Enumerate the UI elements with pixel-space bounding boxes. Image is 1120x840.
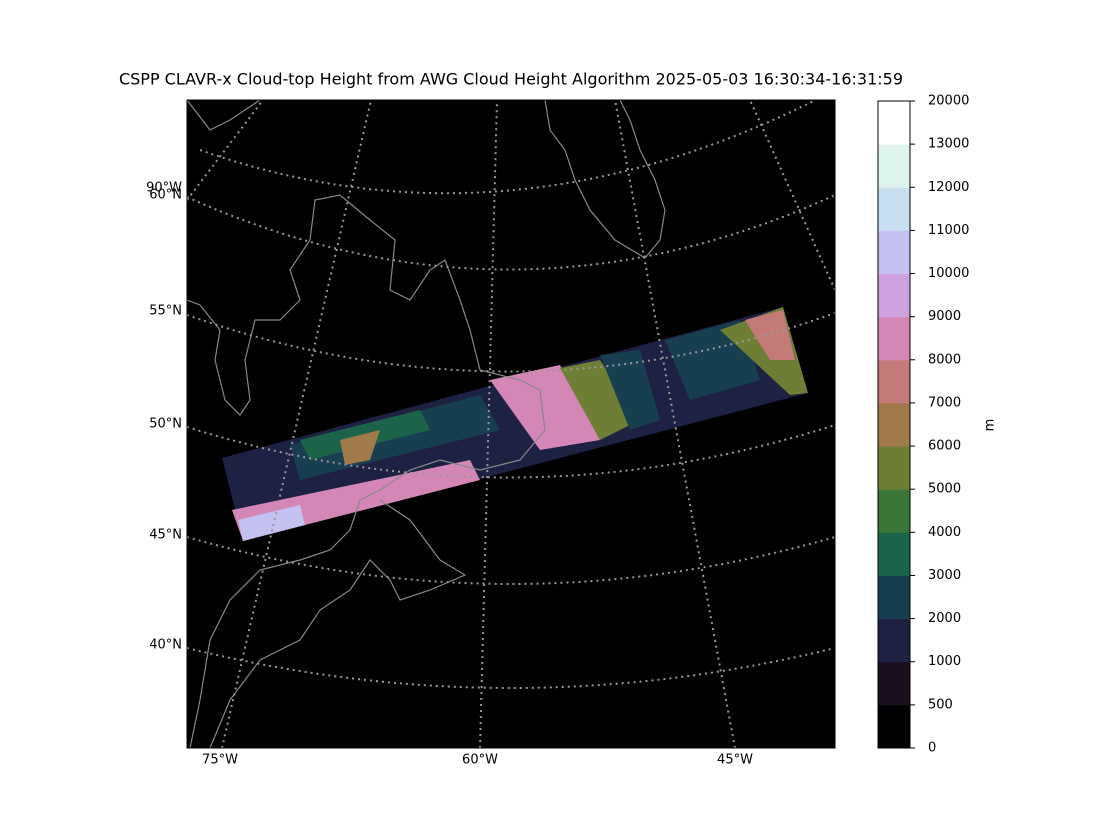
- colorbar-bin: [878, 187, 910, 231]
- colorbar-tick-label: 3000: [928, 568, 961, 583]
- colorbar-frame: [877, 100, 911, 749]
- colorbar-tick-label: 6000: [928, 439, 961, 454]
- colorbar-tick-label: 4000: [928, 525, 961, 540]
- lat-label: 55°N: [149, 304, 182, 319]
- colorbar-tick-label: 0: [928, 741, 936, 756]
- colorbar-bin: [878, 273, 910, 318]
- colorbar-tick-label: 5000: [928, 482, 961, 497]
- colorbar-tick-label: 12000: [928, 180, 969, 195]
- colorbar-bin: [878, 402, 910, 447]
- map-content: [187, 100, 835, 748]
- lon-label: 60°W: [462, 753, 498, 768]
- colorbar-tick-label: 10000: [928, 266, 969, 281]
- colorbar-tick-label: 500: [928, 697, 953, 712]
- coastlines: [187, 100, 666, 748]
- colorbar: 0 500 1000 2000 3000 4000 5000 6000 7000 8000 9000…: [877, 94, 969, 756]
- colorbar-bin: [878, 661, 910, 706]
- colorbar-bin: [878, 489, 910, 533]
- lat-label: 45°N: [149, 528, 182, 543]
- colorbar-bin: [878, 618, 910, 663]
- colorbar-tick-label: 8000: [928, 352, 961, 367]
- colorbar-bin: [878, 230, 910, 275]
- colorbar-tick-label: 9000: [928, 309, 961, 324]
- title: CSPP CLAVR-x Cloud-top Height from AWG C…: [119, 70, 903, 89]
- lat-label: 90°W: [146, 181, 182, 196]
- colorbar-tick-label: 1000: [928, 654, 961, 669]
- map-frame: [186, 99, 836, 749]
- lat-label: 60°N: [149, 188, 182, 203]
- colorbar-tick-label: 11000: [928, 223, 969, 238]
- colorbar-bin: [878, 575, 910, 620]
- colorbar-tick-label: 2000: [928, 611, 961, 626]
- graticule: [187, 100, 835, 748]
- colorbar-tick-label: 7000: [928, 395, 961, 410]
- colorbar-tick-label: 13000: [928, 137, 969, 152]
- colorbar-bin: [878, 316, 910, 361]
- colorbar-bin: [878, 359, 910, 404]
- colorbar-bin: [878, 704, 910, 749]
- lon-label: 75°W: [202, 753, 238, 768]
- colorbar-tick-label: 20000: [928, 94, 969, 109]
- lat-label: 50°N: [149, 417, 182, 432]
- colorbar-bin: [878, 532, 910, 576]
- colorbar-bin: [878, 101, 910, 145]
- cloud-swath: [222, 307, 808, 541]
- colorbar-bin: [878, 446, 910, 490]
- lon-label: 45°W: [717, 753, 753, 768]
- lat-label: 40°N: [149, 638, 182, 653]
- colorbar-bin: [878, 144, 910, 188]
- colorbar-label: m: [983, 419, 998, 432]
